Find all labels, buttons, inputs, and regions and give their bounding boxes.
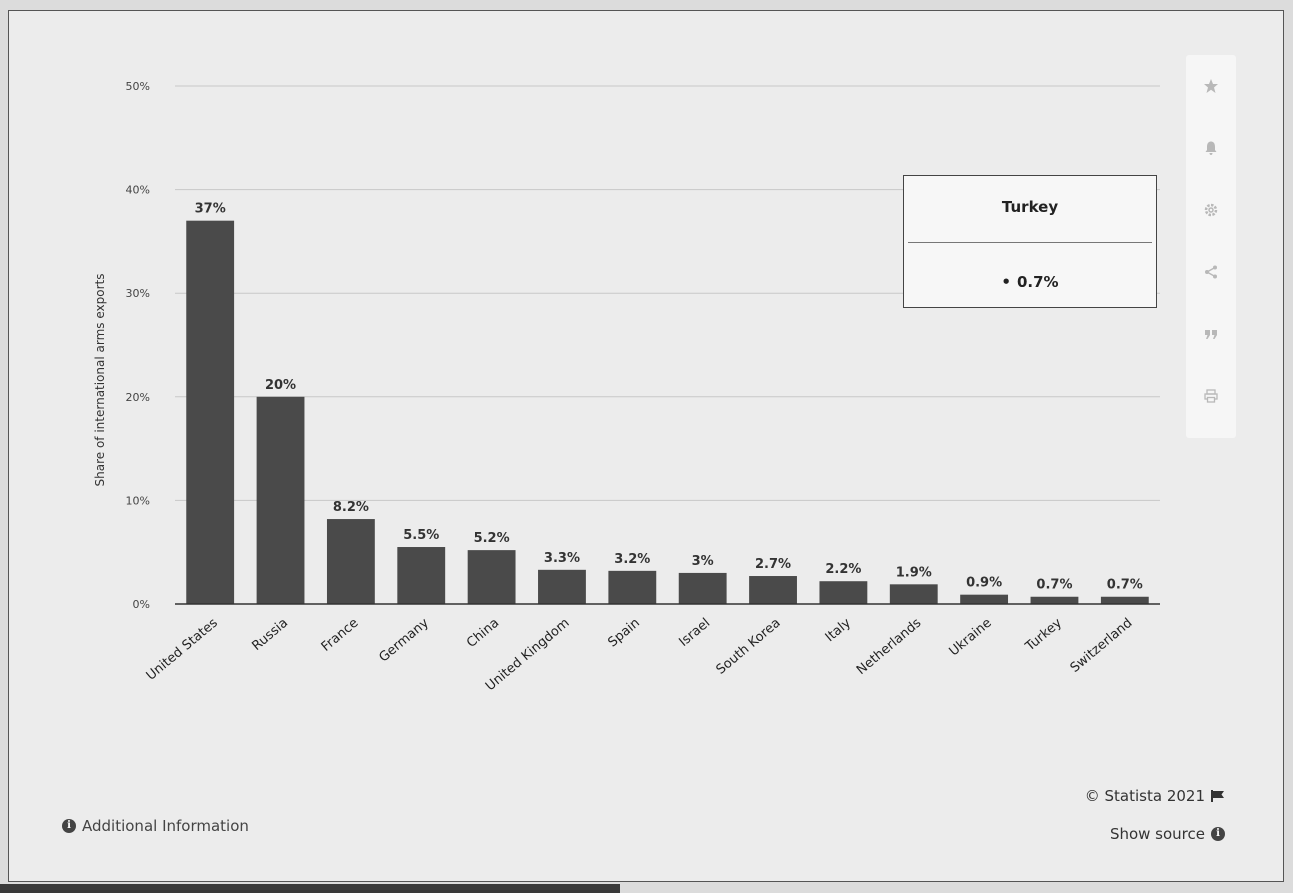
quote-icon[interactable] — [1188, 303, 1234, 365]
data-label: 20% — [265, 378, 296, 393]
bar — [608, 570, 657, 604]
gear-icon[interactable] — [1188, 179, 1234, 241]
tooltip-bullet: • — [1001, 273, 1011, 291]
info-icon: i — [62, 819, 76, 833]
bar — [186, 220, 235, 604]
data-label: 2.2% — [825, 562, 861, 577]
bar — [538, 569, 586, 604]
bar — [326, 519, 375, 604]
x-tick-label: China — [464, 616, 502, 651]
bar — [397, 547, 446, 604]
y-tick-label: 50% — [126, 80, 150, 93]
y-tick-label: 10% — [126, 494, 150, 507]
bar — [819, 581, 868, 604]
additional-information-label: Additional Information — [82, 817, 249, 835]
statista-credit[interactable]: © Statista 2021 — [1085, 787, 1225, 805]
bar — [678, 572, 727, 604]
bar — [467, 550, 516, 604]
print-icon[interactable] — [1188, 365, 1234, 427]
bar — [889, 584, 938, 604]
data-label: 37% — [195, 202, 226, 217]
bell-icon[interactable] — [1188, 117, 1234, 179]
x-tick-label: Italy — [823, 615, 854, 645]
show-source-link[interactable]: Show source i — [1110, 825, 1225, 843]
x-tick-label: Israel — [676, 616, 713, 650]
y-tick-label: 20% — [126, 391, 150, 404]
bar — [1030, 596, 1079, 604]
flag-icon — [1211, 790, 1224, 802]
data-label: 0.9% — [966, 576, 1002, 591]
data-label: 3% — [692, 554, 714, 569]
credit-label: © Statista 2021 — [1084, 787, 1205, 805]
x-tick-label: South Korea — [714, 616, 784, 678]
data-label: 0.7% — [1036, 578, 1072, 593]
show-source-label: Show source — [1109, 825, 1205, 843]
data-label: 3.3% — [544, 551, 580, 566]
data-label: 0.7% — [1107, 578, 1143, 593]
chart-tooltip: Turkey • 0.7% — [903, 175, 1157, 308]
tooltip-title: Turkey — [1001, 198, 1059, 216]
data-label: 1.9% — [896, 565, 932, 580]
tooltip-divider — [908, 242, 1152, 243]
bar — [256, 396, 305, 604]
additional-information-link[interactable]: i Additional Information — [62, 817, 249, 835]
x-tick-label: United States — [144, 615, 221, 683]
tooltip-value: 0.7% — [1016, 273, 1059, 291]
y-tick-label: 40% — [126, 184, 150, 197]
y-tick-label: 30% — [126, 287, 150, 300]
bar — [749, 576, 797, 604]
y-tick-label: 0% — [133, 598, 150, 611]
x-tick-label: Ukraine — [947, 616, 995, 660]
taskbar-strip — [0, 884, 620, 893]
x-tick-label: Netherlands — [854, 615, 925, 678]
x-tick-label: Switzerland — [1068, 616, 1136, 676]
data-label: 5.5% — [403, 528, 439, 543]
x-tick-label: Russia — [249, 616, 291, 654]
star-icon[interactable] — [1188, 55, 1234, 117]
y-axis-title: Share of international arms exports — [93, 274, 107, 487]
data-label: 8.2% — [333, 500, 369, 515]
tooltip-value-row: • 0.7% — [904, 273, 1156, 291]
chart-toolbar — [1186, 55, 1236, 438]
share-icon[interactable] — [1188, 241, 1234, 303]
data-label: 5.2% — [474, 531, 510, 546]
data-label: 2.7% — [755, 557, 791, 572]
data-label: 3.2% — [614, 552, 650, 567]
x-tick-label: France — [319, 616, 362, 655]
info-icon: i — [1211, 827, 1225, 841]
bar — [960, 594, 1009, 604]
bar — [1100, 596, 1149, 604]
x-tick-label: Turkey — [1022, 615, 1065, 655]
x-tick-label: Germany — [376, 615, 432, 665]
x-tick-label: Spain — [605, 616, 642, 651]
